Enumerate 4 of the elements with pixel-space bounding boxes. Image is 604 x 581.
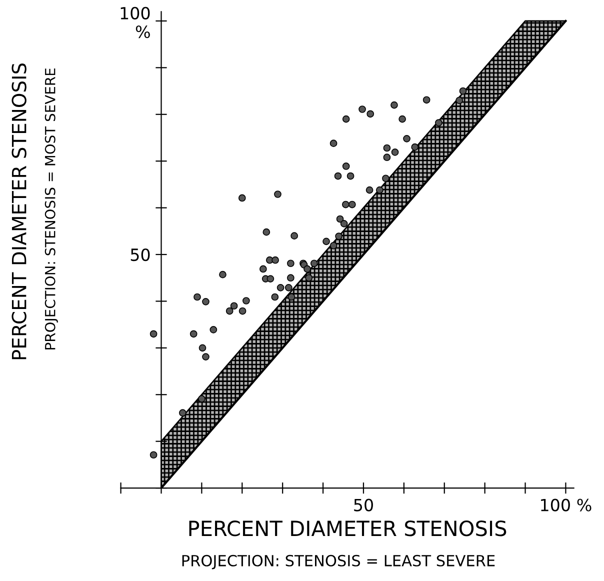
- y-axis-title: PERCENT DIAMETER STENOSIS: [12, 63, 26, 360]
- x-axis-title: PERCENT DIAMETER STENOSIS: [189, 520, 506, 536]
- text: PROJECTION: STENOSIS = MOST SEVERE: [44, 68, 58, 350]
- text: PROJECTION: STENOSIS = LEAST SEVERE: [182, 554, 495, 570]
